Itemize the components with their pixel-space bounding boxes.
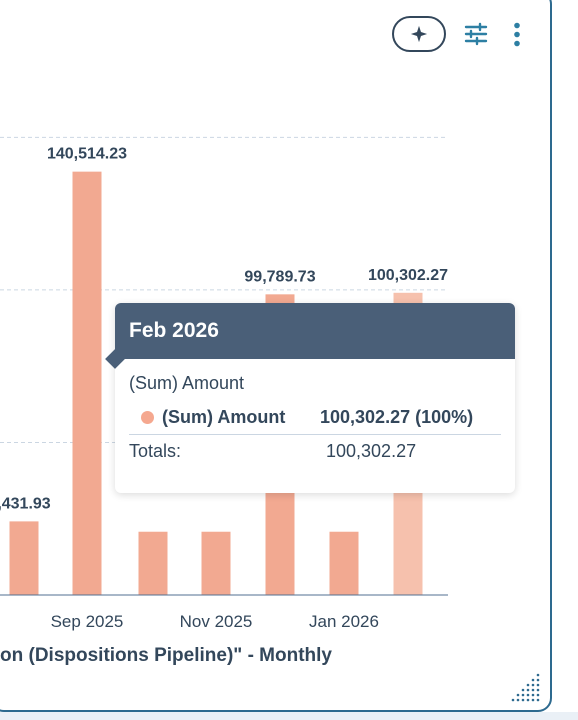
filter-settings-button[interactable] [462,22,490,46]
bar[interactable] [201,531,231,595]
tooltip-total-value: 100,302.27 [326,441,417,461]
resize-handle-icon[interactable] [508,672,542,708]
vertical-dots-icon [514,22,520,47]
data-label: 100,302.27 [368,267,448,284]
tooltip-series-row: (Sum) Amount [141,407,285,428]
data-label: 99,789.73 [244,268,315,285]
tooltip-series-title: (Sum) Amount [129,373,245,393]
chart-title: on (Dispositions Pipeline)" - Monthly [0,645,332,666]
card-toolbar [392,16,520,52]
tooltip-row-label: (Sum) Amount [162,407,286,427]
more-options-button[interactable] [510,22,524,48]
data-labels: ,431.93 140,514.23 99,789.73 100,302.27 [0,146,448,513]
bottom-strip [0,712,578,720]
tooltip-divider [129,434,501,435]
x-tick-labels: Sep 2025 Nov 2025 Jan 2026 [51,612,379,631]
sliders-icon [464,22,488,46]
bar[interactable] [9,521,39,595]
data-label: ,431.93 [0,495,51,512]
x-tick-label: Sep 2025 [51,612,124,631]
x-tick-label: Jan 2026 [309,612,379,631]
series-color-dot [141,411,154,424]
tooltip-total-label: Totals: [129,441,182,461]
sparkle-icon [410,25,428,43]
bar[interactable] [72,171,102,595]
tooltip-row-value: 100,302.27 (100%) [320,407,474,427]
bar[interactable] [329,531,359,595]
ai-assist-button[interactable] [392,16,446,52]
chart-tooltip: Feb 2026 (Sum) Amount (Sum) Amount 100,3… [105,303,515,493]
bar[interactable] [138,531,168,595]
data-label: 140,514.23 [47,146,127,163]
x-tick-label: Nov 2025 [180,612,253,631]
tooltip-title: Feb 2026 [115,303,515,359]
